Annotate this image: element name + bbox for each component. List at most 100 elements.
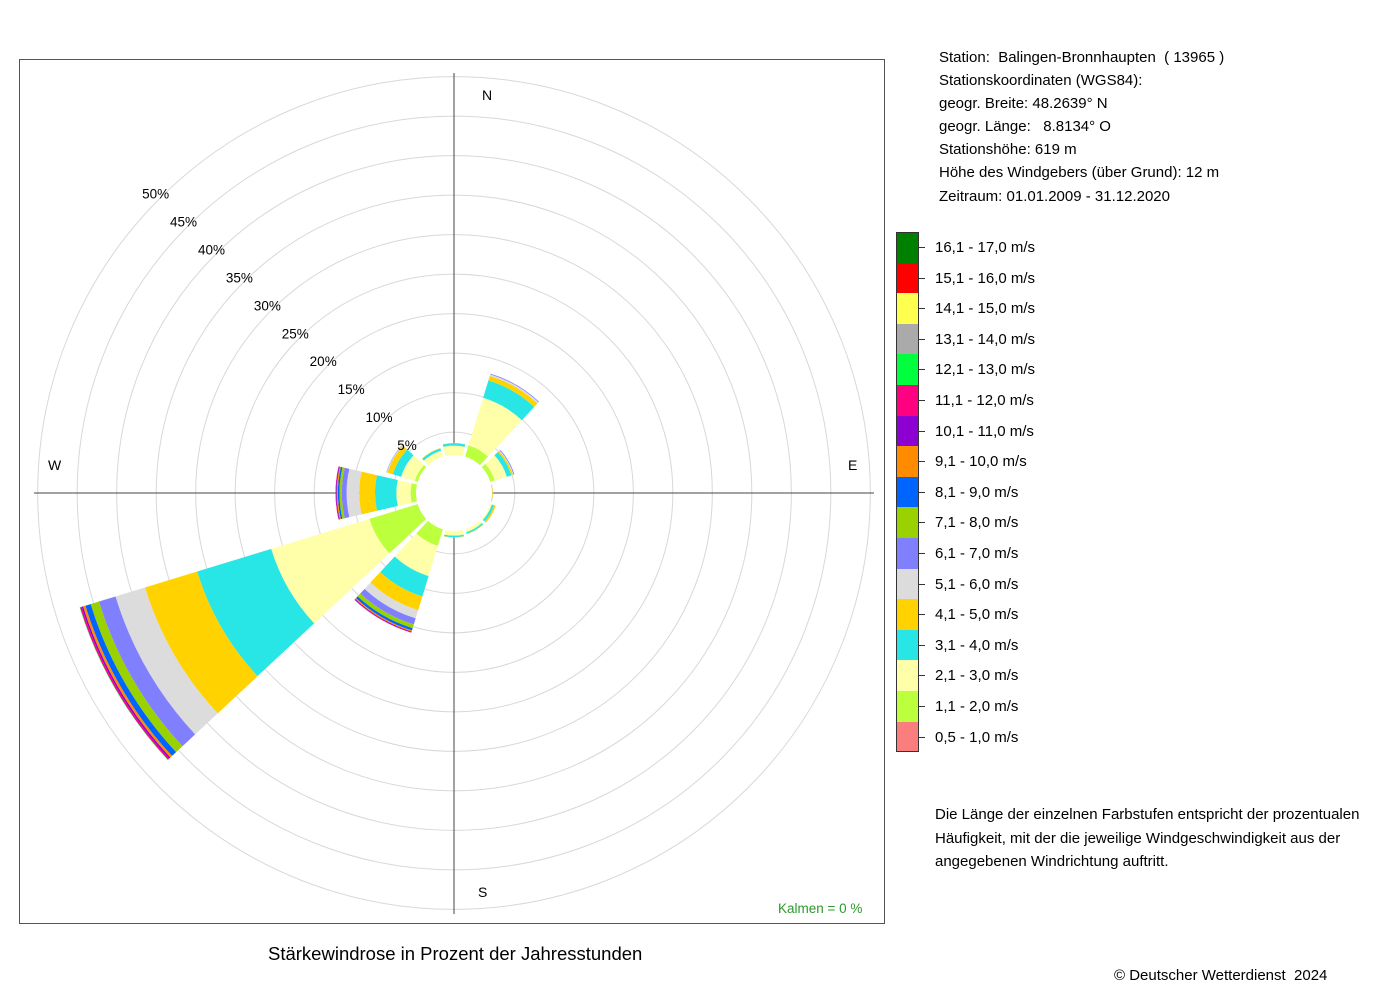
sector-band-270deg-class-6 <box>341 467 350 519</box>
station-elevation: Stationshöhe: 619 m <box>939 141 1077 159</box>
legend-tick <box>919 736 925 738</box>
sector-band-120deg-class-4 <box>484 505 496 523</box>
sector-band-60deg-class-3 <box>494 452 512 477</box>
sector-band-270deg-class-4 <box>359 471 378 515</box>
sector-band-60deg-class-6 <box>499 449 515 475</box>
sector-band-30deg-class-3 <box>483 380 535 421</box>
legend-swatch <box>896 446 919 477</box>
legend-tick <box>919 614 925 616</box>
compass-label-e: E <box>848 457 857 473</box>
legend-label: 6,1 - 7,0 m/s <box>935 544 1019 562</box>
legend-tick <box>919 705 925 707</box>
wind-rose-svg: 5% 10%15%20%25%30%35%40%45%50% N E S W Ka… <box>34 73 874 916</box>
legend-swatch <box>896 507 919 538</box>
ring-label: 40% <box>198 242 225 257</box>
copyright: © Deutscher Wetterdienst 2024 <box>1114 967 1328 984</box>
compass-label-s: S <box>478 884 487 900</box>
sector-band-240deg-class-4 <box>145 571 258 714</box>
legend-swatch <box>896 721 919 753</box>
sector-band-210deg-class-6 <box>360 588 416 625</box>
chart-title: Stärkewindrose in Prozent der Jahresstun… <box>268 943 643 964</box>
sector-band-210deg-class-3 <box>380 556 429 597</box>
sector-band-60deg-class-4 <box>497 450 513 476</box>
legend-label: 0,5 - 1,0 m/s <box>935 728 1019 746</box>
sector-band-210deg-class-4 <box>370 572 423 611</box>
sector-band-240deg-class-1 <box>369 500 435 554</box>
legend-label: 9,1 - 10,0 m/s <box>935 453 1027 471</box>
legend-swatch <box>896 384 919 416</box>
sector-band-270deg-class-9 <box>336 466 341 520</box>
sector-band-210deg-class-7 <box>357 593 414 629</box>
sector-band-180deg-class-4 <box>443 536 465 538</box>
legend-label: 16,1 - 17,0 m/s <box>935 239 1036 256</box>
ring-label: 50% <box>142 187 169 202</box>
sector-band-240deg-class-2 <box>271 518 390 624</box>
legend-swatch <box>896 232 919 263</box>
ring-label: 45% <box>170 215 197 230</box>
sector-band-0deg-class-3 <box>442 443 466 447</box>
sector-band-120deg-class-3 <box>482 504 495 522</box>
legend-swatch <box>896 262 919 294</box>
station-latitude: geogr. Breite: 48.2639° N <box>939 95 1108 113</box>
explanation-line: angegebenen Windrichtung auftritt. <box>935 853 1169 870</box>
sector-band-270deg-class-7 <box>339 467 345 519</box>
legend-label: 10,1 - 11,0 m/s <box>935 422 1034 440</box>
legend-tick <box>919 644 925 646</box>
ring-label: 5% <box>397 438 417 453</box>
sector-band-30deg-class-5 <box>489 374 539 404</box>
legend-tick <box>919 369 925 371</box>
time-period: Zeitraum: 01.01.2009 - 31.12.2020 <box>939 187 1170 205</box>
legend-swatch <box>896 568 919 600</box>
explanation-text: Die Länge der einzelnen Farbstufen entsp… <box>935 803 1395 874</box>
legend-label: 3,1 - 4,0 m/s <box>935 636 1019 654</box>
legend-label: 12,1 - 13,0 m/s <box>935 361 1036 379</box>
ring-label: 25% <box>282 326 309 341</box>
legend-swatch <box>896 415 919 447</box>
legend-swatch <box>896 537 919 569</box>
sector-band-240deg-class-6 <box>98 596 196 747</box>
legend-swatch <box>896 629 919 661</box>
station-longitude: geogr. Länge: 8.8134° O <box>939 118 1111 136</box>
legend-tick <box>919 277 925 279</box>
ring-label: 30% <box>254 298 281 313</box>
legend-tick <box>919 430 925 432</box>
sector-band-330deg-class-3 <box>422 448 442 461</box>
sector-band-300deg-class-5 <box>386 445 404 473</box>
explanation-line: Die Länge der einzelnen Farbstufen entsp… <box>935 806 1360 823</box>
sector-band-180deg-class-3 <box>444 534 464 538</box>
legend-tick <box>919 552 925 554</box>
legend-tick <box>919 675 925 677</box>
legend-swatch <box>896 660 919 691</box>
legend-tick <box>919 338 925 340</box>
legend-swatch <box>896 354 919 385</box>
legend-swatch <box>896 476 919 508</box>
sector-band-270deg-class-11 <box>335 466 339 520</box>
compass-label-w: W <box>48 457 62 473</box>
ring-label: 15% <box>338 382 365 397</box>
legend-label: 2,1 - 3,0 m/s <box>935 667 1019 685</box>
legend-label: 13,1 - 14,0 m/s <box>935 330 1036 348</box>
sector-band-300deg-class-4 <box>387 445 408 475</box>
ring-label: 20% <box>310 354 337 369</box>
legend-label: 11,1 - 12,0 m/s <box>935 391 1034 409</box>
sector-band-60deg-class-5 <box>499 450 514 475</box>
ring-labels: 5% 10%15%20%25%30%35%40%45%50% <box>142 187 417 453</box>
legend-swatch <box>896 323 919 355</box>
wind-rose-plot: 5% 10% 15% 20% 25% 30% 35% 40% 45% 50% N E S W Ka… <box>19 59 885 924</box>
legend-swatch <box>896 690 919 722</box>
sector-band-150deg-class-3 <box>466 523 484 534</box>
legend-tick <box>919 583 925 585</box>
sector-band-210deg-class-8 <box>355 596 413 631</box>
sector-band-90deg-class-4 <box>490 484 493 502</box>
ring-label: 10% <box>366 410 393 425</box>
sector-band-90deg-class-5 <box>491 484 494 502</box>
legend-label: 14,1 - 15,0 m/s <box>935 300 1036 318</box>
station-name: Station: Balingen-Bronnhaupten ( 13965 ) <box>939 49 1225 66</box>
sector-band-240deg-class-8 <box>85 604 177 756</box>
sector-band-270deg-class-10 <box>335 466 340 520</box>
sector-band-300deg-class-3 <box>392 449 414 477</box>
sector-band-30deg-class-4 <box>488 375 538 407</box>
anemometer-height: Höhe des Windgebers (über Grund): 12 m <box>939 164 1220 182</box>
sector-band-240deg-class-5 <box>115 587 218 735</box>
calm-label: Kalmen = 0 % <box>778 901 862 916</box>
